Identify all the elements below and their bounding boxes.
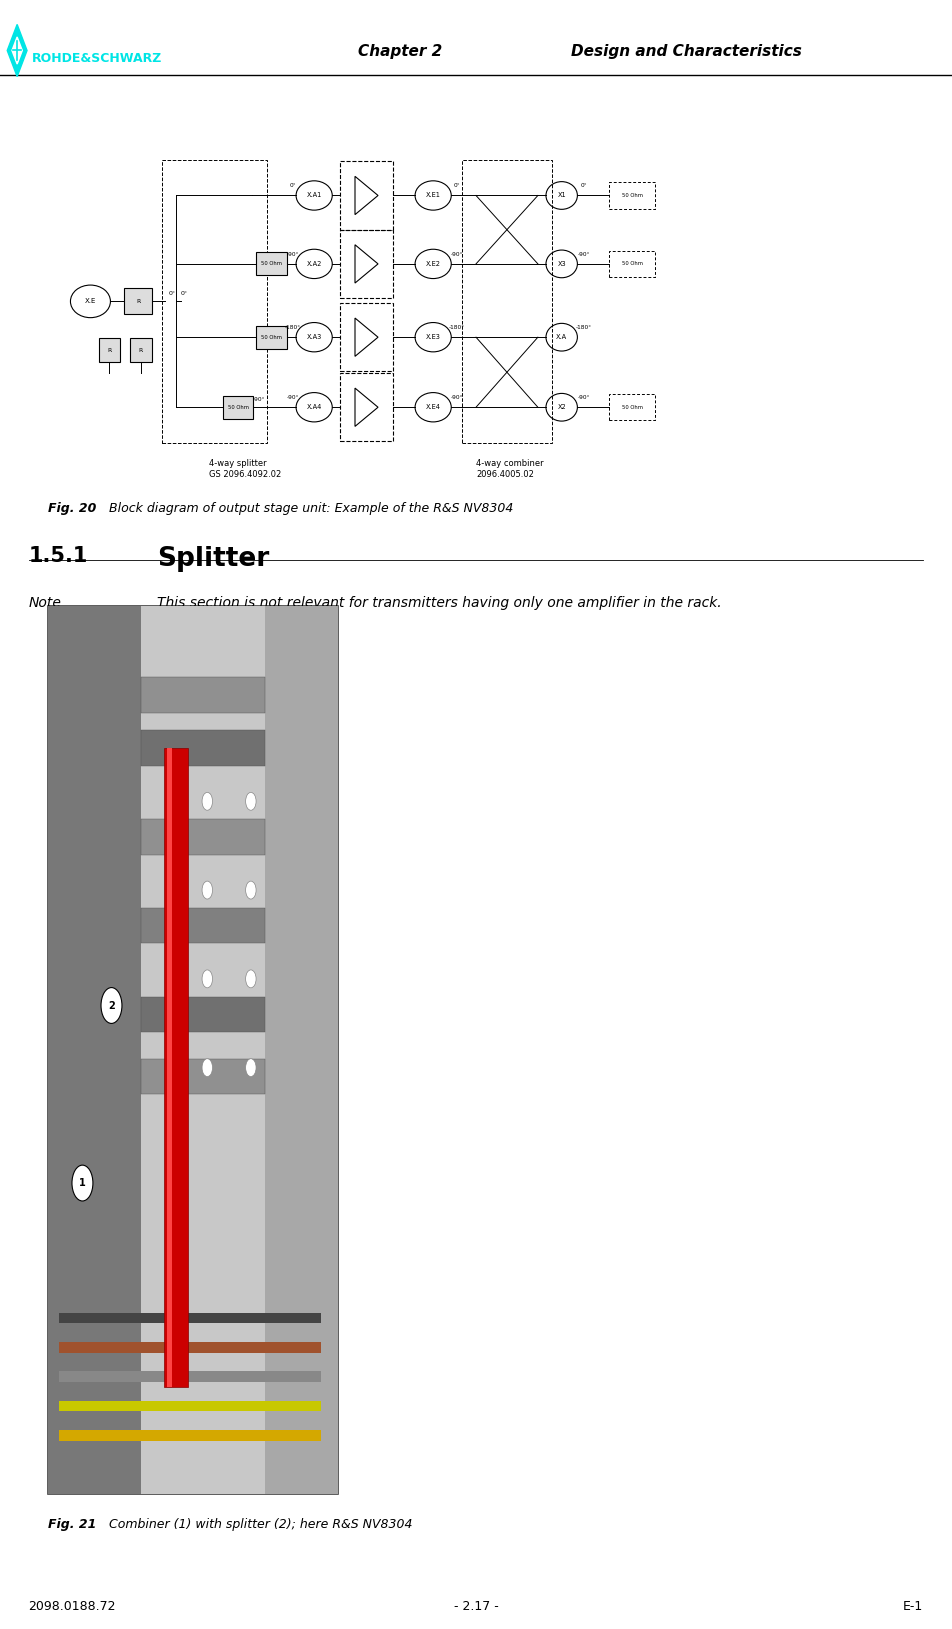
Text: -90°: -90° [450,251,464,257]
Text: Block diagram of output stage unit: Example of the R&S NV8304: Block diagram of output stage unit: Exam… [109,502,514,515]
Text: X.A: X.A [556,334,567,340]
Circle shape [72,1165,93,1201]
FancyBboxPatch shape [223,396,253,419]
Text: X3: X3 [557,261,566,267]
FancyBboxPatch shape [99,339,120,363]
FancyBboxPatch shape [141,997,266,1033]
FancyBboxPatch shape [59,1372,321,1381]
Text: X.A4: X.A4 [307,404,322,411]
Text: 0°: 0° [180,290,188,296]
Text: X.A1: X.A1 [307,192,322,199]
Text: -90°: -90° [287,251,300,257]
Text: 50 Ohm: 50 Ohm [622,404,643,411]
Text: X.E2: X.E2 [426,261,441,267]
Circle shape [246,792,256,810]
Text: Chapter 2: Chapter 2 [358,44,442,60]
Text: - 2.17 -: - 2.17 - [453,1600,499,1613]
FancyBboxPatch shape [141,1059,266,1095]
Text: -90°: -90° [450,394,464,401]
Text: X.E: X.E [85,298,96,305]
Text: 0°: 0° [289,182,297,189]
Polygon shape [8,24,27,77]
FancyBboxPatch shape [141,678,266,712]
FancyBboxPatch shape [48,606,338,1494]
FancyBboxPatch shape [129,339,151,363]
FancyBboxPatch shape [48,606,141,1494]
Text: ROHDE&SCHWARZ: ROHDE&SCHWARZ [32,52,163,65]
Circle shape [202,881,212,899]
FancyBboxPatch shape [168,748,172,1388]
FancyBboxPatch shape [255,252,287,275]
Text: 4-way combiner
2096.4005.02: 4-way combiner 2096.4005.02 [476,459,544,479]
Text: 1.5.1: 1.5.1 [29,546,88,565]
Circle shape [202,969,212,987]
Text: 2098.0188.72: 2098.0188.72 [29,1600,116,1613]
Text: 0°: 0° [580,182,587,189]
Text: 0°: 0° [169,290,176,296]
FancyBboxPatch shape [266,606,338,1494]
Text: E-1: E-1 [903,1600,923,1613]
Text: 50 Ohm: 50 Ohm [622,261,643,267]
Text: Splitter: Splitter [157,546,269,572]
Text: This section is not relevant for transmitters having only one amplifier in the r: This section is not relevant for transmi… [157,596,722,611]
Text: 50 Ohm: 50 Ohm [261,261,282,267]
Text: Note: Note [29,596,62,611]
Text: -180°: -180° [285,324,302,331]
Text: Combiner (1) with splitter (2); here R&S NV8304: Combiner (1) with splitter (2); here R&S… [109,1518,413,1531]
FancyBboxPatch shape [59,1430,321,1440]
Text: 2: 2 [109,1000,115,1010]
Text: 50 Ohm: 50 Ohm [261,334,282,340]
FancyBboxPatch shape [59,1401,321,1411]
Circle shape [202,792,212,810]
Text: -180°: -180° [575,324,592,331]
Text: R: R [136,298,140,305]
Circle shape [101,987,122,1023]
Text: 0°: 0° [453,182,461,189]
Text: R: R [108,347,111,353]
Polygon shape [12,37,22,64]
Text: -90°: -90° [577,251,590,257]
Circle shape [246,1059,256,1077]
Text: X.A3: X.A3 [307,334,322,340]
Text: 1: 1 [79,1178,86,1188]
Text: -180°: -180° [448,324,466,331]
Text: R: R [139,347,143,353]
FancyBboxPatch shape [141,730,266,766]
FancyBboxPatch shape [141,819,266,855]
Text: 50 Ohm: 50 Ohm [228,404,248,411]
FancyBboxPatch shape [255,326,287,349]
FancyBboxPatch shape [124,288,152,314]
Text: X.E4: X.E4 [426,404,441,411]
Text: X1: X1 [557,192,566,199]
Text: -90°: -90° [287,394,300,401]
Circle shape [246,881,256,899]
Text: -90°: -90° [252,396,266,402]
FancyBboxPatch shape [59,1313,321,1323]
Circle shape [202,1059,212,1077]
Text: 50 Ohm: 50 Ohm [622,192,643,199]
Text: 4-way splitter
GS 2096.4092.02: 4-way splitter GS 2096.4092.02 [209,459,282,479]
Text: -90°: -90° [577,394,590,401]
Text: X2: X2 [557,404,566,411]
Text: Design and Characteristics: Design and Characteristics [571,44,803,60]
FancyBboxPatch shape [59,1342,321,1352]
Text: X.E3: X.E3 [426,334,441,340]
Text: X.A2: X.A2 [307,261,322,267]
FancyBboxPatch shape [164,748,188,1388]
Circle shape [246,969,256,987]
FancyBboxPatch shape [141,606,338,1494]
Text: Fig. 20: Fig. 20 [48,502,96,515]
FancyBboxPatch shape [141,907,266,943]
Text: X.E1: X.E1 [426,192,441,199]
Text: Fig. 21: Fig. 21 [48,1518,96,1531]
